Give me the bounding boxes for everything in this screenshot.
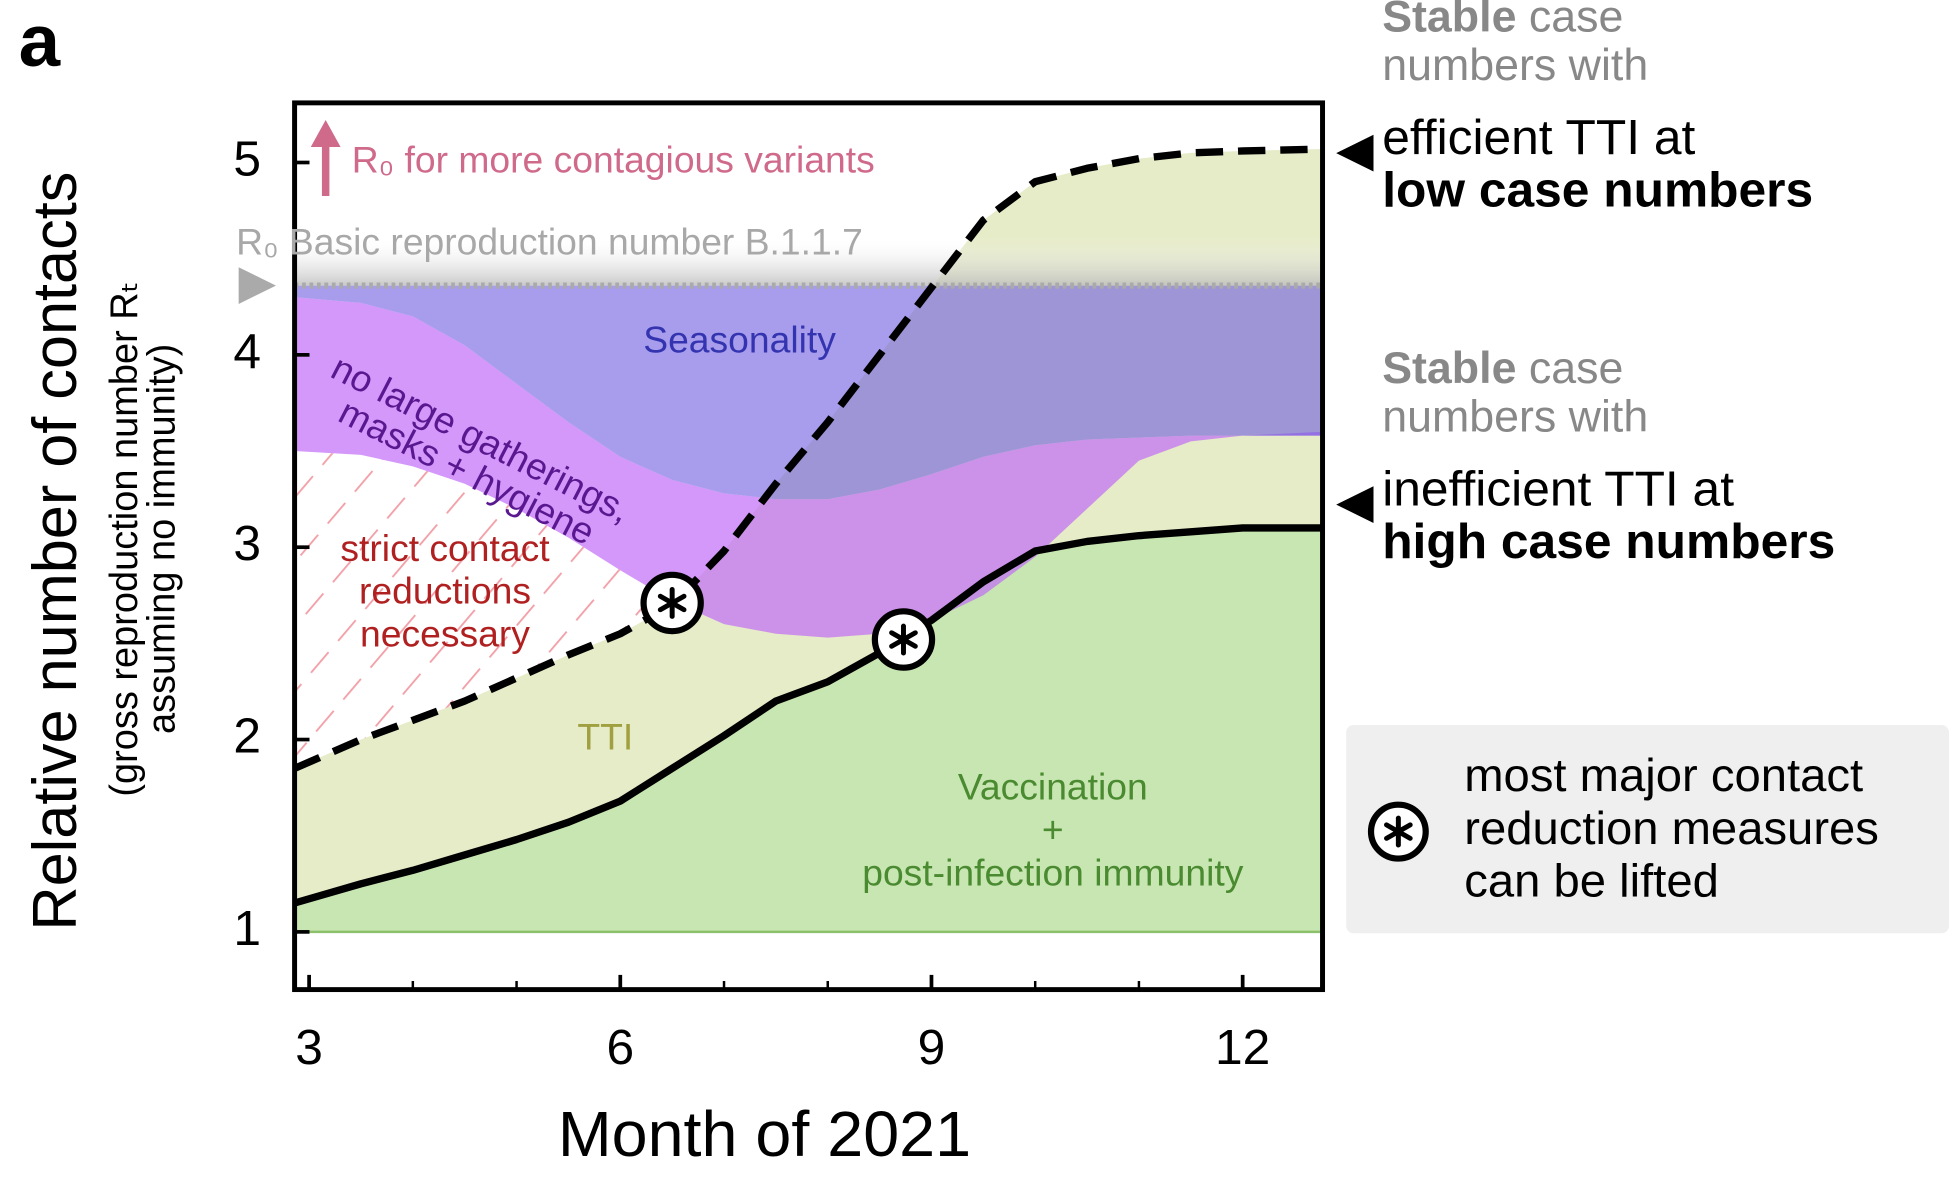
right-header-bold: Stable bbox=[1382, 344, 1516, 393]
legend-text: can be lifted bbox=[1464, 855, 1719, 907]
y-tick-label: 4 bbox=[233, 324, 261, 379]
inefficient-tti-line bbox=[294, 524, 1323, 907]
annotation: post-infection immunity bbox=[862, 852, 1244, 894]
annotation: strict contact bbox=[340, 527, 550, 569]
r0-arrow bbox=[238, 267, 276, 304]
asterisk-stroke bbox=[889, 630, 918, 649]
x-tick-label: 9 bbox=[918, 1020, 946, 1075]
masks-band bbox=[294, 297, 1323, 638]
asterisk-stroke bbox=[657, 593, 687, 613]
y-axis-sublabel: assuming no immunity) bbox=[140, 344, 183, 734]
right-header-bold: Stable bbox=[1382, 0, 1516, 41]
right-header-rest: case bbox=[1516, 344, 1623, 393]
right-label: efficient TTI at bbox=[1382, 110, 1695, 165]
legend-text: most major contact bbox=[1464, 750, 1863, 802]
right-label-bold: low case numbers bbox=[1382, 163, 1813, 218]
x-axis-label: Month of 2021 bbox=[558, 1098, 971, 1169]
annotation: + bbox=[1042, 809, 1064, 851]
y-tick-label: 5 bbox=[233, 132, 261, 187]
right-pointer bbox=[1336, 134, 1374, 172]
annotation: reductions bbox=[359, 570, 531, 612]
plot-area bbox=[294, 145, 1323, 934]
y-axis-label: Relative number of contacts bbox=[21, 172, 91, 931]
right-header-rest: case bbox=[1516, 0, 1623, 41]
y-tick-label: 2 bbox=[233, 709, 261, 764]
r0-fade bbox=[294, 236, 1323, 286]
annotation: Seasonality bbox=[643, 319, 836, 361]
x-tick-label: 6 bbox=[606, 1020, 634, 1075]
x-tick-label: 3 bbox=[295, 1020, 323, 1075]
variants-arrow-head bbox=[310, 120, 341, 147]
efficient-tti-line bbox=[294, 145, 1323, 772]
annotation: R₀ Basic reproduction number B.1.1.7 bbox=[236, 221, 863, 263]
x-tick-label: 12 bbox=[1215, 1020, 1270, 1075]
legend-text: reduction measures bbox=[1464, 802, 1879, 854]
asterisk-stroke bbox=[1384, 822, 1413, 841]
right-pointer bbox=[1336, 486, 1374, 523]
right-header: numbers with bbox=[1382, 42, 1648, 91]
legend-box bbox=[1346, 725, 1949, 934]
right-header: numbers with bbox=[1382, 393, 1648, 442]
hatch-region bbox=[294, 451, 673, 769]
y-tick-label: 3 bbox=[233, 516, 261, 571]
right-header: Stable case bbox=[1382, 344, 1623, 393]
right-label-bold: high case numbers bbox=[1382, 514, 1835, 569]
right-header: Stable case bbox=[1382, 0, 1623, 41]
seasonality-band bbox=[294, 285, 1323, 500]
annotation: R₀ for more contagious variants bbox=[352, 139, 875, 181]
annotation: Vaccination bbox=[958, 766, 1148, 808]
annotation: necessary bbox=[360, 613, 530, 655]
annotation: TTI bbox=[577, 716, 633, 758]
y-tick-label: 1 bbox=[233, 901, 261, 956]
y-axis-sublabel: (gross reproduction number Rₜ bbox=[103, 281, 146, 797]
right-label: inefficient TTI at bbox=[1382, 462, 1734, 517]
panel-label: a bbox=[19, 0, 61, 82]
